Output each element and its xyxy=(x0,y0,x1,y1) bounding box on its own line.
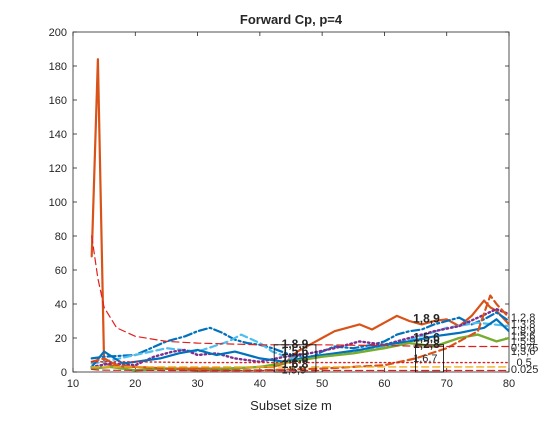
y-tick-label: 180 xyxy=(49,61,67,73)
annotation-label: 1,5,9 xyxy=(511,336,535,348)
x-tick-label: 30 xyxy=(191,378,203,390)
annotation-label: 1,5,6 xyxy=(511,331,535,343)
x-tick-label: 20 xyxy=(129,378,141,390)
annotation-label: 1,6,8 xyxy=(282,357,309,371)
annotation-label: 1,8,9 xyxy=(413,312,440,326)
y-tick-label: 200 xyxy=(49,27,67,39)
x-tick-label: 50 xyxy=(316,378,328,390)
annotation-label: 1,5,6 xyxy=(413,330,440,344)
series-line-4 xyxy=(90,307,509,369)
y-tick-label: 140 xyxy=(49,129,67,141)
annotation-label: 1,8,9 xyxy=(282,337,309,351)
y-tick-label: 40 xyxy=(55,299,67,311)
y-tick-label: 160 xyxy=(49,95,67,107)
x-tick-label: 70 xyxy=(441,378,453,390)
annotation-label: 1,2,8 xyxy=(413,337,440,351)
annotation-label: 1,3,8 xyxy=(511,319,535,331)
annotation-label: 0.025 xyxy=(511,364,539,376)
y-tick-label: 80 xyxy=(55,231,67,243)
chart-title: Forward Cp, p=4 xyxy=(240,12,343,27)
annotation-label: 0.975 xyxy=(511,343,539,355)
y-tick-label: 120 xyxy=(49,163,67,175)
x-tick-label: 10 xyxy=(67,378,79,390)
annotation-box-1 xyxy=(273,344,317,373)
x-tick-label: 40 xyxy=(254,378,266,390)
x-axis-label: Subset size m xyxy=(250,398,332,413)
y-tick-label: 0 xyxy=(61,367,67,379)
annotation-label: 1,5,9 xyxy=(282,365,306,377)
annotation-label: 1,3,6 xyxy=(511,346,535,358)
series-line-9 xyxy=(91,235,509,348)
y-tick-label: 60 xyxy=(55,265,67,277)
series-line-11 xyxy=(90,361,509,364)
annotation-label: 1,2,8 xyxy=(511,312,535,324)
y-tick-label: 100 xyxy=(49,197,67,209)
series-line-7 xyxy=(90,294,509,372)
x-tick-label: 80 xyxy=(503,378,515,390)
series-group xyxy=(90,58,509,372)
series-line-6 xyxy=(90,333,509,372)
annotation-label: 1,5,6 xyxy=(282,344,309,358)
annotation-label: 1,8,9 xyxy=(511,326,535,338)
series-line-10 xyxy=(91,368,509,372)
annotation-label: 0.5 xyxy=(516,357,531,369)
annotation-label: 1,6,7 xyxy=(413,353,437,365)
annotation-box-2 xyxy=(415,344,445,373)
y-tick-label: 20 xyxy=(55,333,67,345)
x-tick-label: 60 xyxy=(378,378,390,390)
annotation-label: 1,2,8 xyxy=(282,351,309,365)
